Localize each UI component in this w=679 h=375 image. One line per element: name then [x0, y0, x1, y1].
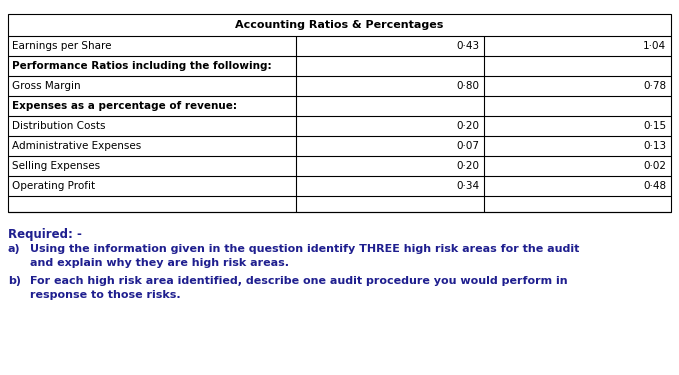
Text: 0·48: 0·48 — [643, 181, 666, 191]
Text: and explain why they are high risk areas.: and explain why they are high risk areas… — [30, 258, 289, 268]
Text: Using the information given in the question identify THREE high risk areas for t: Using the information given in the quest… — [30, 244, 579, 254]
Text: Gross Margin: Gross Margin — [12, 81, 81, 91]
Text: 0·02: 0·02 — [643, 161, 666, 171]
Text: 1·04: 1·04 — [643, 41, 666, 51]
Text: 0·07: 0·07 — [456, 141, 479, 151]
Text: 0·80: 0·80 — [456, 81, 479, 91]
Text: Operating Profit: Operating Profit — [12, 181, 95, 191]
Text: b): b) — [8, 276, 21, 286]
Text: a): a) — [8, 244, 20, 254]
Text: 0·20: 0·20 — [456, 121, 479, 131]
Text: 0·43: 0·43 — [456, 41, 479, 51]
Text: Expenses as a percentage of revenue:: Expenses as a percentage of revenue: — [12, 101, 237, 111]
Text: 0·15: 0·15 — [643, 121, 666, 131]
Text: Distribution Costs: Distribution Costs — [12, 121, 105, 131]
Text: Administrative Expenses: Administrative Expenses — [12, 141, 141, 151]
Text: Selling Expenses: Selling Expenses — [12, 161, 100, 171]
Text: 0·34: 0·34 — [456, 181, 479, 191]
Text: Earnings per Share: Earnings per Share — [12, 41, 111, 51]
Text: 0·78: 0·78 — [643, 81, 666, 91]
Text: 0·20: 0·20 — [456, 161, 479, 171]
Text: For each high risk area identified, describe one audit procedure you would perfo: For each high risk area identified, desc… — [30, 276, 568, 286]
Text: response to those risks.: response to those risks. — [30, 290, 181, 300]
Bar — [8, 14, 671, 212]
Text: 0·13: 0·13 — [643, 141, 666, 151]
Text: Performance Ratios including the following:: Performance Ratios including the followi… — [12, 61, 272, 71]
Text: Required: -: Required: - — [8, 228, 82, 241]
Text: Accounting Ratios & Percentages: Accounting Ratios & Percentages — [236, 20, 443, 30]
